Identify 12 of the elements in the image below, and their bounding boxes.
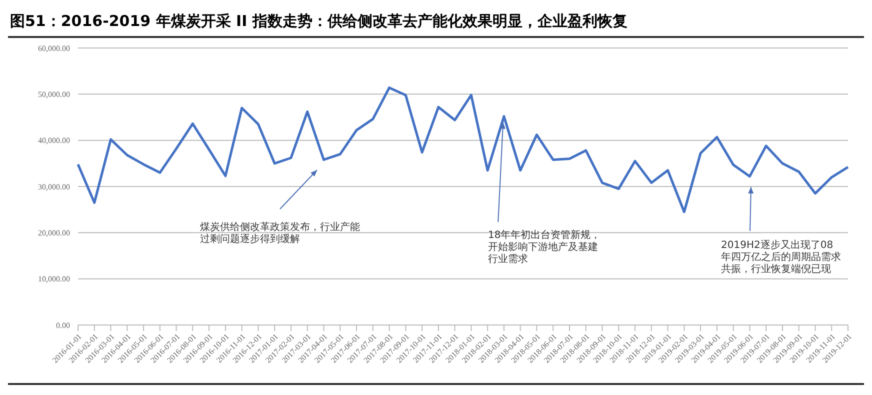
y-tick-label: 20,000.00 xyxy=(38,228,70,238)
annotation: 2019H2逐步又出现了08年四万亿之后的周期品需求共振，行业恢复端倪已现 xyxy=(721,240,841,276)
y-tick-label: 50,000.00 xyxy=(38,90,70,100)
y-tick-label: 60,000.00 xyxy=(38,44,70,53)
line-series xyxy=(76,86,850,214)
annotation: 煤炭供给侧改革政策发布，行业产能过剩问题逐步得到缓解 xyxy=(200,222,360,246)
y-tick-label: 0.00 xyxy=(56,320,70,330)
annotation: 18年年初出台资管新规，开始影响下游地产及基建行业需求 xyxy=(488,230,602,266)
y-tick-label: 40,000.00 xyxy=(38,136,70,146)
y-tick-label: 10,000.00 xyxy=(38,274,70,284)
y-tick-label: 30,000.00 xyxy=(38,182,70,192)
chart-title: 图51：2016-2019 年煤炭开采 II 指数走势：供给侧改革去产能化效果明显，企业盈利恢复 xyxy=(8,8,864,38)
